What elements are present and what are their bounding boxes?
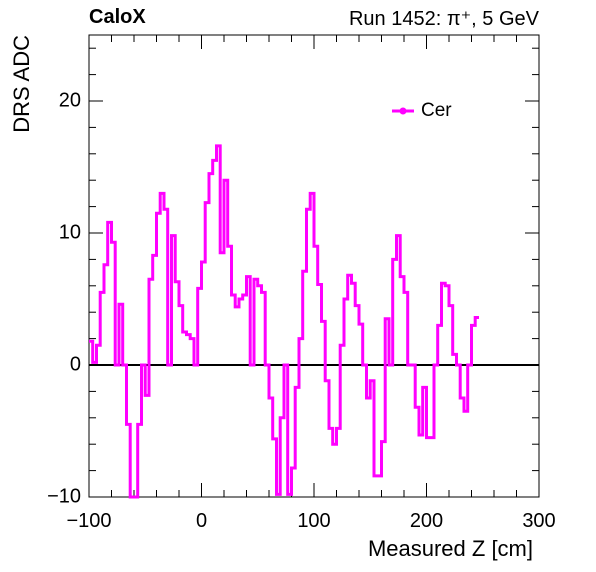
y-axis-label: DRS ADC — [9, 35, 34, 133]
legend-entry-cer: Cer — [421, 100, 452, 121]
x-tick-label: 200 — [410, 510, 443, 532]
experiment-label: CaloX — [89, 6, 146, 28]
x-tick-label: −100 — [66, 510, 111, 532]
y-tick-label: 10 — [59, 221, 81, 243]
x-tick-label: 100 — [297, 510, 330, 532]
y-tick-label: 20 — [59, 89, 81, 111]
y-tick-label: −10 — [47, 485, 81, 507]
plot-frame — [88, 34, 540, 498]
x-tick-label: 300 — [522, 510, 555, 532]
y-tick-label: 0 — [70, 353, 81, 375]
x-axis-label: Measured Z [cm] — [368, 536, 533, 561]
x-tick-label: 0 — [196, 510, 207, 532]
legend-dot-marker — [399, 107, 407, 115]
run-info-label: Run 1452: π⁺, 5 GeV — [348, 8, 539, 30]
legend: Cer — [392, 100, 452, 121]
cer-histogram-series — [89, 144, 479, 499]
